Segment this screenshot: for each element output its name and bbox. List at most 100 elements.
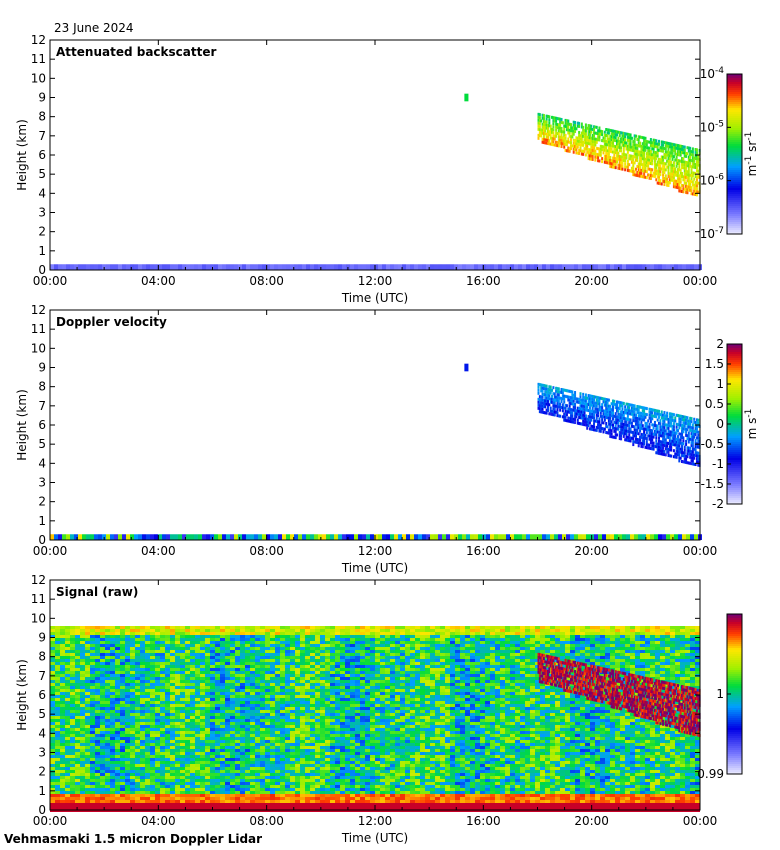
signal-cell	[190, 629, 195, 632]
cloud-cell	[656, 409, 659, 413]
surface-cell	[82, 534, 86, 540]
cloud-cell	[637, 441, 640, 445]
signal-cell	[185, 695, 190, 698]
cloud-cell	[637, 135, 640, 139]
cloud-cell	[632, 410, 635, 414]
cloud-cell	[570, 135, 572, 139]
cloud-cell	[587, 157, 590, 161]
signal-cell	[105, 722, 110, 725]
cloud-cell	[678, 423, 681, 427]
cloud-cell	[606, 128, 609, 132]
signal-cell	[195, 731, 200, 734]
signal-cell	[90, 797, 95, 800]
signal-cell	[85, 767, 90, 770]
cloud-cell	[687, 176, 690, 180]
cloud-cell	[567, 125, 570, 129]
cloud-cell	[629, 142, 632, 146]
colorbar-swatch	[727, 132, 742, 135]
surface-cell	[162, 264, 166, 270]
signal-cell	[85, 626, 90, 629]
cloud-cell	[570, 147, 572, 151]
signal-cell	[165, 806, 170, 809]
x-tick-label: 00:00	[33, 274, 68, 288]
cloud-cell	[662, 419, 665, 423]
cloud-cell	[622, 137, 625, 141]
cloud-cell	[545, 117, 548, 121]
signal-cell	[55, 656, 60, 659]
signal-cell	[80, 677, 85, 680]
cloud-cell	[560, 126, 563, 130]
cloud-cell	[652, 447, 655, 451]
colorbar-swatch	[727, 84, 742, 87]
cloud-cell	[571, 420, 574, 424]
cloud-cell	[584, 141, 587, 145]
cloud-cell	[602, 412, 605, 416]
signal-cell	[100, 662, 105, 665]
colorbar-swatch	[727, 82, 742, 85]
cloud-cell	[667, 426, 670, 430]
cloud-cell	[628, 157, 631, 161]
cloud-cell	[598, 426, 601, 430]
signal-cell	[115, 737, 120, 740]
cloud-cell	[694, 448, 697, 452]
signal-cell	[85, 797, 90, 800]
cloud-cell	[697, 439, 700, 443]
cloud-cell	[674, 152, 677, 156]
surface-cell	[626, 534, 630, 540]
cloud-cell	[636, 152, 639, 156]
colorbar-swatch	[727, 138, 742, 141]
cloud-cell	[653, 156, 656, 160]
cloud-cell	[694, 439, 697, 443]
signal-cell	[80, 674, 85, 677]
cloud-cell	[611, 159, 614, 163]
surface-cell	[642, 264, 646, 270]
cloud-cell	[538, 122, 541, 126]
cloud-cell	[672, 413, 675, 417]
cloud-cell	[617, 145, 620, 149]
cloud-cell	[607, 137, 610, 141]
signal-cell	[55, 749, 60, 752]
signal-cell	[85, 749, 90, 752]
signal-cell	[135, 755, 140, 758]
signal-cell	[60, 728, 65, 731]
cloud-cell	[648, 413, 651, 417]
signal-cell	[60, 791, 65, 794]
signal-cell	[100, 728, 105, 731]
signal-cell	[110, 680, 115, 683]
signal-cell	[80, 665, 85, 668]
colorbar-swatch	[727, 356, 742, 359]
signal-cell	[200, 665, 205, 668]
colorbar-unit-label: m-1 sr-1	[744, 132, 759, 177]
signal-cell	[135, 806, 140, 809]
signal-cell	[185, 719, 190, 722]
signal-cell	[60, 683, 65, 686]
cloud-cell	[556, 390, 559, 394]
cloud-cell	[607, 407, 610, 411]
cloud-cell	[579, 392, 582, 396]
signal-cell	[190, 767, 195, 770]
signal-cell	[130, 773, 135, 776]
cloud-cell	[678, 453, 681, 457]
cloud-cell	[686, 419, 689, 423]
cloud-cell	[636, 146, 639, 150]
signal-cell	[200, 800, 205, 803]
signal-cell	[100, 632, 105, 635]
cloud-cell	[649, 429, 652, 433]
cloud-cell	[614, 163, 617, 167]
signal-cell	[135, 737, 140, 740]
signal-cell	[130, 731, 135, 734]
signal-cell	[140, 716, 145, 719]
signal-cell	[65, 635, 70, 638]
cloud-cell	[622, 425, 625, 429]
signal-cell	[120, 803, 125, 806]
signal-cell	[200, 719, 205, 722]
cloud-cell	[628, 139, 631, 143]
signal-cell	[180, 638, 185, 641]
cloud-cell	[621, 134, 624, 138]
cloud-cell	[691, 180, 694, 184]
cloud-cell	[676, 186, 679, 190]
cloud-cell	[576, 142, 579, 146]
surface-cell	[274, 264, 278, 270]
cloud-cell	[541, 116, 544, 120]
cloud-cell	[548, 142, 551, 146]
